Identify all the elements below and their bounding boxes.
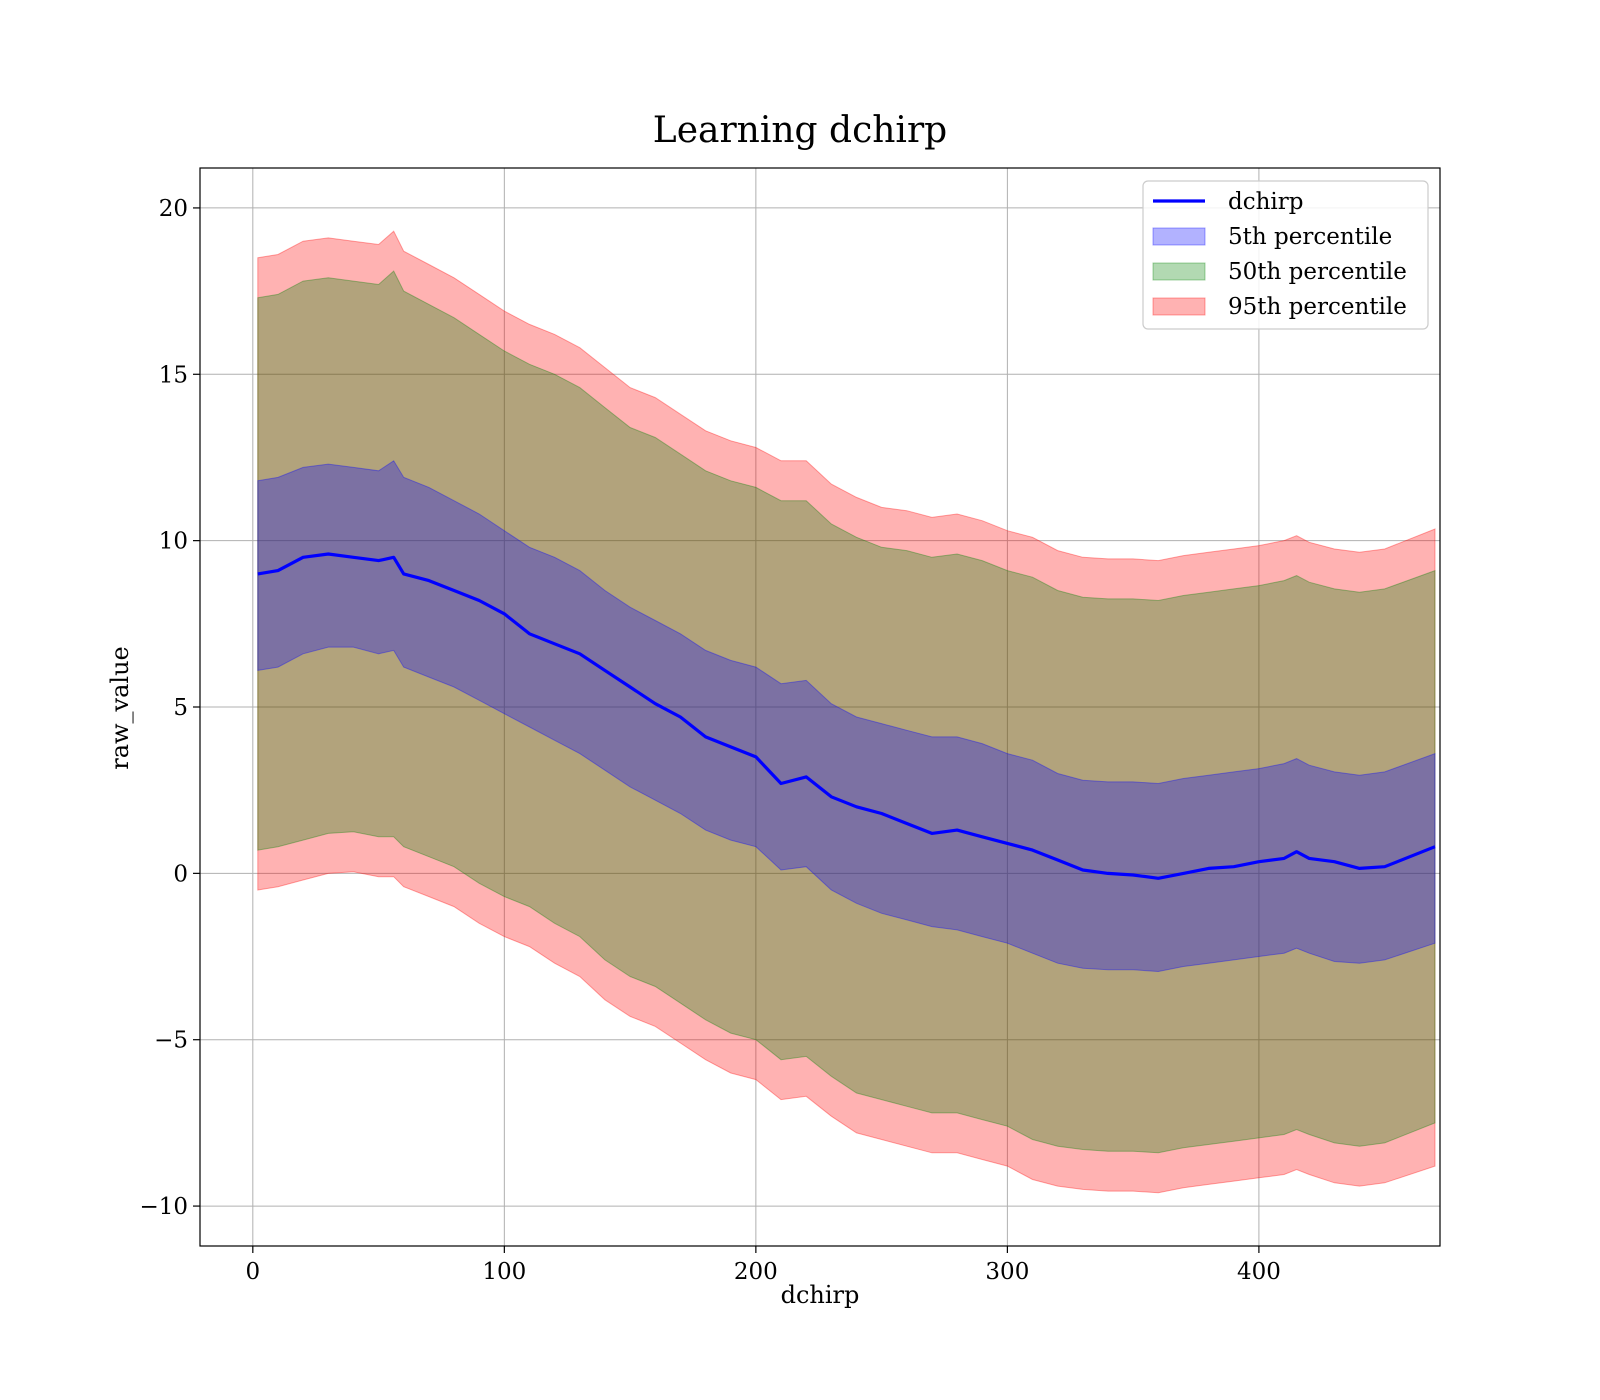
y-tick-label-5: 15 (159, 362, 188, 388)
legend-swatch-95th-percentile (1152, 297, 1206, 316)
legend-box (1142, 180, 1429, 330)
legend-label-50th-percentile: 50th percentile (1228, 259, 1407, 285)
line-layer (257, 552, 1436, 880)
y-axis-label: raw_value (106, 646, 134, 770)
series-line-dchirp (257, 552, 1436, 880)
legend-label-dchirp: dchirp (1228, 189, 1304, 215)
x-tick-label-3: 300 (985, 1259, 1029, 1285)
y-tick-label-1: −5 (154, 1028, 188, 1054)
y-tick-label-6: 20 (159, 196, 188, 222)
band-95th-percentile (257, 230, 1436, 1194)
x-axis-ticks: 0 100 200 300 400 (245, 1246, 1281, 1285)
y-tick-label-0: −10 (139, 1194, 188, 1220)
legend-swatch-50th-percentile (1152, 262, 1206, 281)
x-tick-label-2: 200 (734, 1259, 778, 1285)
legend-label-95th-percentile: 95th percentile (1228, 294, 1407, 320)
legend: dchirp 5th percentile 50th percentile 95th … (1142, 180, 1429, 330)
grid-lines (200, 168, 1440, 1246)
band-50th-percentile (257, 270, 1436, 1154)
percentile-bands (257, 230, 1436, 1194)
x-tick-label-0: 0 (245, 1259, 260, 1285)
y-tick-label-3: 5 (173, 695, 188, 721)
y-axis-ticks: −10 −5 0 5 10 15 20 (139, 196, 200, 1220)
chart-title: Learning dchirp (653, 110, 947, 151)
y-tick-label-2: 0 (173, 861, 188, 887)
x-tick-label-1: 100 (482, 1259, 526, 1285)
x-axis-label: dchirp (781, 1281, 860, 1309)
x-tick-label-4: 400 (1237, 1259, 1281, 1285)
legend-label-5th-percentile: 5th percentile (1228, 224, 1392, 250)
band-5th-percentile (257, 460, 1436, 973)
legend-swatch-5th-percentile (1152, 227, 1206, 246)
y-tick-label-4: 10 (159, 529, 188, 555)
